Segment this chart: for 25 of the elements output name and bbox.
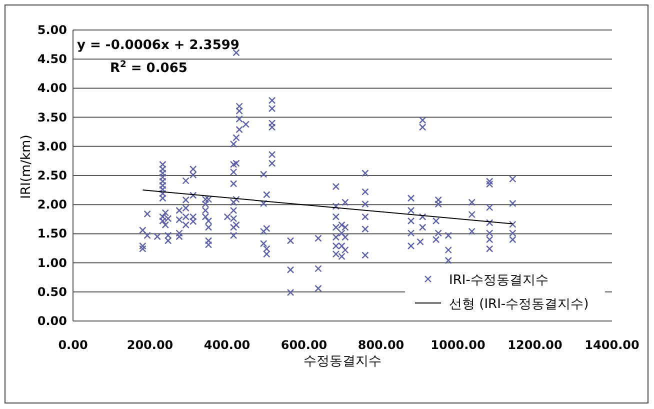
y-tick-label: 3.00	[37, 139, 67, 154]
x-tick-label: 1200.00	[508, 338, 562, 352]
x-tick-label: 600.00	[280, 338, 328, 352]
y-tick-label: 4.00	[37, 81, 67, 96]
y-tick-label: 3.50	[37, 110, 67, 124]
legend-label: 선형 (IRI-수정동결지수)	[449, 297, 589, 312]
y-tick-label: 5.00	[37, 23, 67, 37]
y-tick-label: 2.00	[37, 198, 67, 212]
x-tick-label: 400.00	[204, 338, 250, 352]
x-tick-label: 1400.00	[584, 338, 640, 352]
legend-label: IRI-수정동결지수	[449, 273, 548, 288]
y-tick-label: 4.50	[37, 52, 67, 66]
x-tick-label: 200.00	[126, 338, 174, 352]
y-tick-label: 1.50	[37, 226, 67, 241]
annotation: y = -0.0006x + 2.3599	[77, 38, 240, 53]
y-tick-label: 1.00	[37, 256, 67, 270]
annotation: R$^{2}$ = 0.065	[110, 60, 188, 76]
x-tick-label: 800.00	[358, 338, 404, 352]
y-tick-label: 0.00	[37, 314, 67, 328]
x-tick-label: 0.00	[58, 338, 88, 352]
y-tick-label: 0.50	[37, 284, 67, 299]
x-tick-label: 1000.00	[430, 338, 486, 352]
y-axis-title: IRI(m/km)	[19, 134, 34, 199]
y-tick-label: 2.50	[37, 168, 67, 182]
x-axis-title: 수정동결지수	[304, 354, 382, 369]
